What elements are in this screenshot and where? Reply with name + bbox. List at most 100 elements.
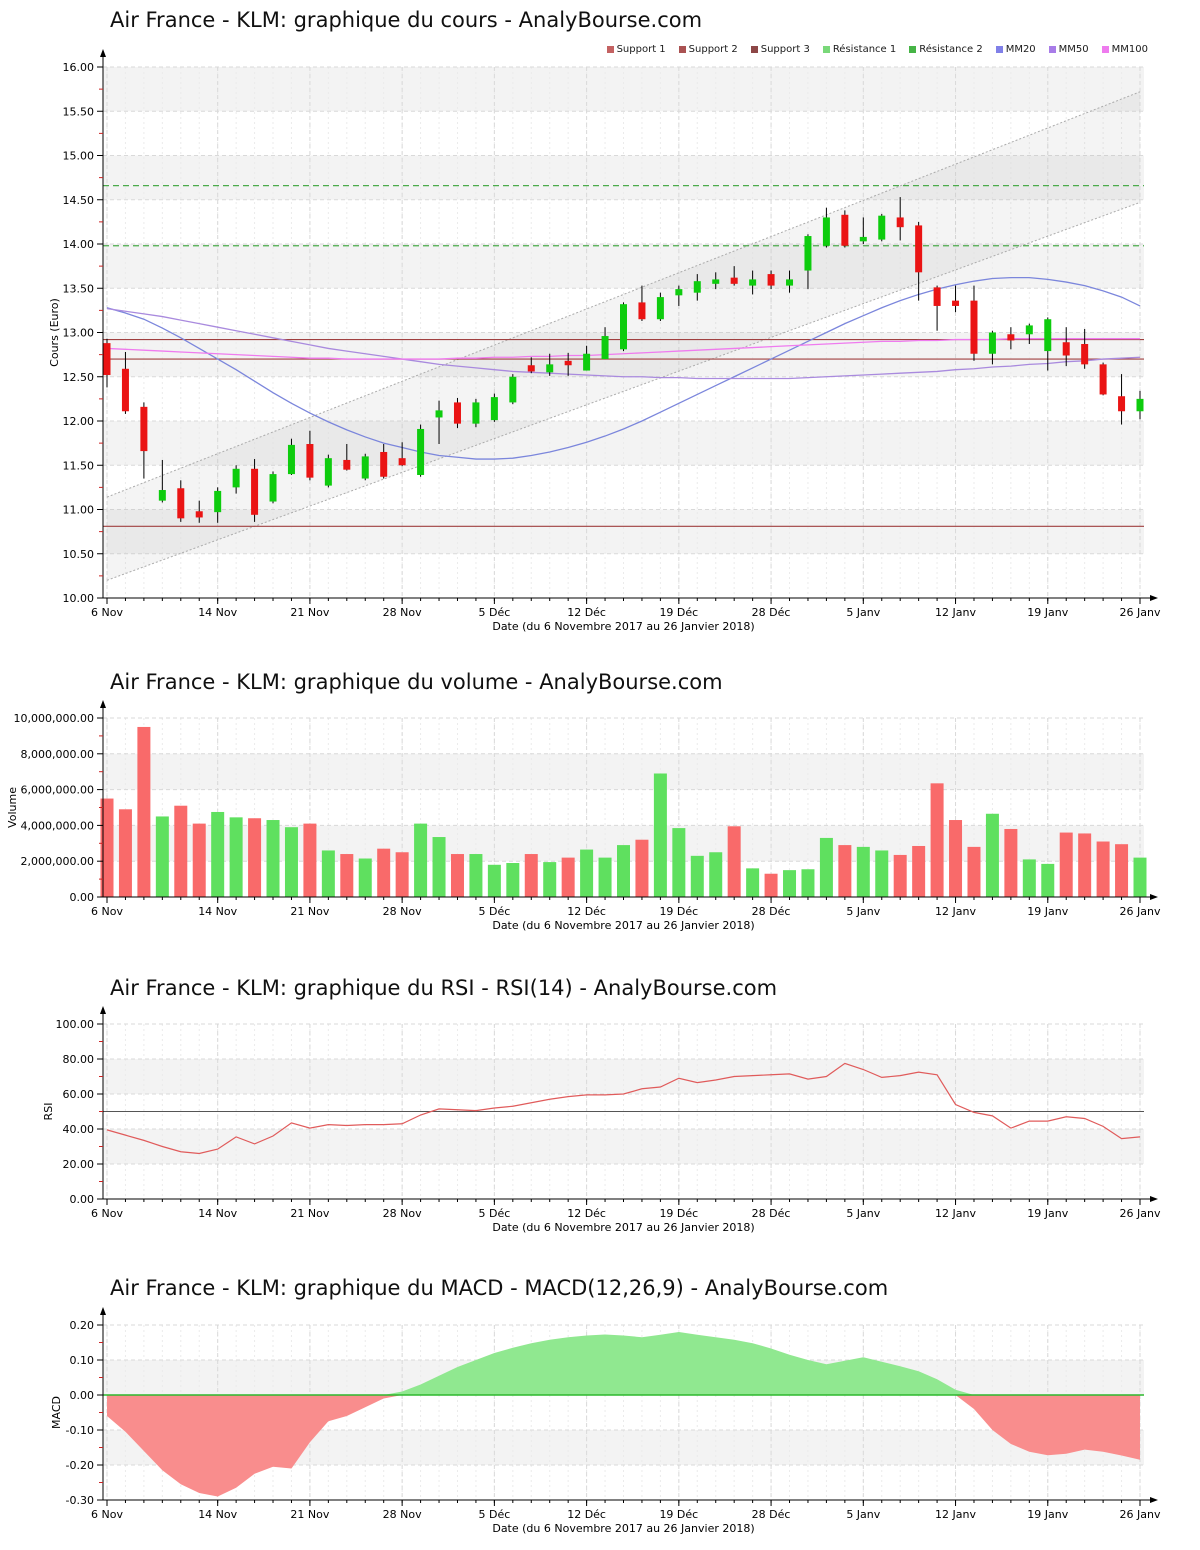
mm50-line	[106, 307, 1141, 380]
legend-resistance-2-swatch	[909, 46, 917, 53]
candle	[251, 459, 259, 522]
candle	[158, 459, 166, 503]
legend-mm50: MM50	[1048, 44, 1089, 55]
volume-bar	[672, 828, 686, 897]
svg-text:11.00: 11.00	[63, 504, 95, 517]
candle	[878, 213, 886, 242]
candle	[417, 424, 425, 477]
svg-text:28 Nov: 28 Nov	[383, 606, 422, 619]
svg-text:10,000,000.00: 10,000,000.00	[14, 712, 94, 725]
volume-bar	[377, 848, 391, 897]
candle	[915, 221, 923, 301]
candle	[896, 197, 904, 241]
svg-text:14.00: 14.00	[63, 238, 95, 251]
volume-bars	[100, 726, 1147, 897]
candle	[675, 285, 683, 306]
section-rsi: Air France - KLM: graphique du RSI - RSI…	[0, 950, 1200, 1250]
svg-text:-0.30: -0.30	[66, 1494, 94, 1507]
svg-text:12 Janv: 12 Janv	[935, 606, 976, 619]
candle	[1062, 327, 1070, 367]
chart-title-cours: Air France - KLM: graphique du cours - A…	[110, 8, 703, 32]
candle	[380, 444, 388, 479]
candle	[841, 210, 849, 248]
volume-bar	[912, 845, 926, 897]
candle	[490, 393, 498, 422]
candle	[952, 285, 960, 313]
legend-mm100: MM100	[1101, 44, 1148, 55]
volume-bar	[395, 852, 409, 897]
legend-resistance-1: Résistance 1	[822, 44, 896, 55]
candle	[435, 400, 443, 445]
svg-text:12.50: 12.50	[63, 371, 95, 384]
section-cours: Air France - KLM: graphique du cours - A…	[0, 0, 1200, 650]
svg-text:26 Janv: 26 Janv	[1120, 1508, 1161, 1521]
candles	[103, 197, 1144, 523]
svg-text:5 Déc: 5 Déc	[478, 1207, 510, 1220]
volume-bar	[727, 826, 741, 897]
candle	[859, 217, 867, 244]
candle	[693, 274, 701, 301]
legend-support-3-swatch	[750, 46, 758, 53]
candle	[472, 398, 480, 428]
volume-bar	[229, 817, 243, 897]
section-macd: Air France - KLM: graphique du MACD - MA…	[0, 1250, 1200, 1550]
candle	[656, 292, 664, 321]
svg-text:Date (du 6 Novembre 2017 au 26: Date (du 6 Novembre 2017 au 26 Janvier 2…	[492, 620, 754, 633]
legend-support-2-label: Support 2	[688, 44, 738, 55]
volume-bar	[893, 854, 907, 897]
volume-bar	[432, 837, 446, 897]
svg-text:12 Déc: 12 Déc	[567, 1508, 606, 1521]
svg-text:28 Déc: 28 Déc	[752, 905, 791, 918]
candle	[140, 402, 148, 479]
svg-text:Cours (Euro): Cours (Euro)	[48, 298, 61, 367]
volume-bar	[985, 813, 999, 897]
svg-text:12 Déc: 12 Déc	[567, 606, 606, 619]
candle	[177, 480, 185, 522]
candle	[453, 397, 461, 429]
svg-text:14.50: 14.50	[63, 194, 95, 207]
svg-text:2,000,000.00: 2,000,000.00	[21, 855, 94, 868]
svg-text:12 Janv: 12 Janv	[935, 1508, 976, 1521]
svg-text:6 Nov: 6 Nov	[91, 1207, 123, 1220]
volume-bar	[284, 827, 298, 897]
svg-text:-0.20: -0.20	[66, 1459, 94, 1472]
svg-text:0.00: 0.00	[70, 891, 95, 904]
legend-support-1-swatch	[606, 46, 614, 53]
volume-bar	[949, 820, 963, 897]
svg-text:19 Déc: 19 Déc	[659, 905, 698, 918]
legend-support-3: Support 3	[750, 44, 810, 55]
svg-text:-0.10: -0.10	[66, 1424, 94, 1437]
candle	[1118, 374, 1126, 425]
candle	[767, 270, 775, 290]
mm100-line	[106, 338, 1140, 360]
volume-bar	[709, 852, 723, 897]
svg-text:11.50: 11.50	[63, 459, 95, 472]
legend-support-3-label: Support 3	[760, 44, 810, 55]
axes: -0.30 -0.20 -0.10 0.00 0.10 0.20 6 Nov 14 Nov 21…	[50, 1307, 1161, 1535]
candlestick-chart: 10.00 10.50 11.00 11.50 12.00 12.50 13.00 13.50…	[48, 49, 1161, 633]
volume-bar	[450, 854, 464, 897]
svg-text:14 Nov: 14 Nov	[198, 1207, 237, 1220]
volume-bar	[819, 837, 833, 897]
legend-mm20-swatch	[995, 46, 1003, 53]
svg-text:8,000,000.00: 8,000,000.00	[21, 748, 94, 761]
svg-text:12 Janv: 12 Janv	[935, 905, 976, 918]
axes: 0.00 2,000,000.00 4,000,000.00 6,000,000.00…	[6, 700, 1161, 932]
svg-text:28 Nov: 28 Nov	[383, 1207, 422, 1220]
svg-text:14 Nov: 14 Nov	[198, 606, 237, 619]
volume-bar	[1078, 833, 1092, 897]
legend-support-2-swatch	[678, 46, 686, 53]
candle	[1099, 362, 1107, 396]
candle	[1136, 390, 1144, 420]
legend-resistance-1-swatch	[822, 46, 830, 53]
candle	[324, 454, 332, 488]
svg-text:26 Janv: 26 Janv	[1120, 905, 1161, 918]
svg-text:14 Nov: 14 Nov	[198, 1508, 237, 1521]
volume-bar	[174, 805, 188, 897]
svg-text:15.00: 15.00	[63, 150, 95, 163]
svg-text:0.20: 0.20	[70, 1319, 95, 1332]
svg-text:21 Nov: 21 Nov	[290, 1508, 329, 1521]
volume-bar	[690, 855, 704, 897]
svg-text:Volume: Volume	[6, 787, 19, 828]
volume-bar	[118, 809, 132, 897]
